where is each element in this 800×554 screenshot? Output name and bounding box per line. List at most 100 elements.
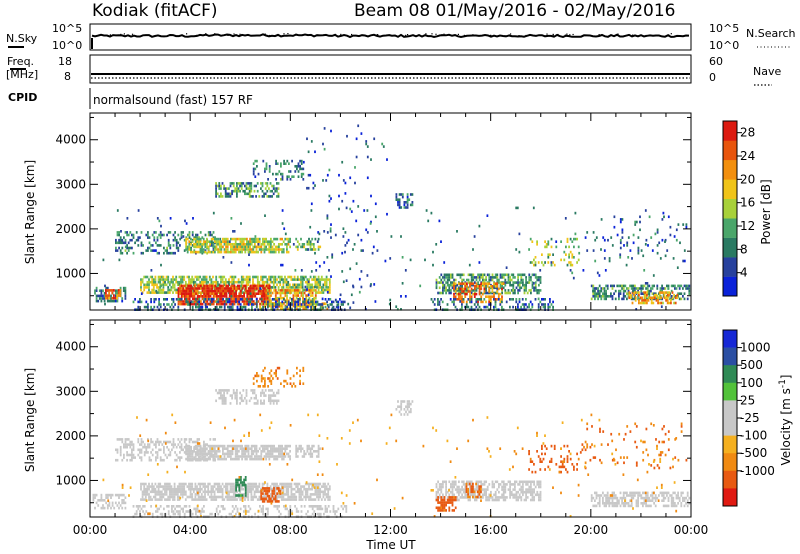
scatter-cell (290, 498, 293, 501)
scatter-cell (202, 450, 205, 453)
scatter-cell (217, 302, 220, 306)
scatter-cell (224, 487, 227, 491)
scatter-cell (603, 297, 606, 301)
scatter-cell (258, 195, 261, 198)
scatter-cell (264, 295, 266, 298)
scatter-cell (168, 485, 171, 488)
scatter-cell (665, 299, 667, 302)
scatter-cell (362, 249, 364, 252)
scatter-cell (314, 184, 316, 187)
scatter-cell (272, 485, 275, 488)
scatter-cell (650, 236, 653, 239)
scatter-cell (273, 487, 275, 490)
scatter-cell (159, 498, 162, 501)
scatter-cell (218, 195, 221, 198)
scatter-cell (161, 443, 164, 446)
scatter-cell (248, 289, 250, 293)
scatter-cell (274, 457, 277, 461)
scatter-cell (287, 240, 290, 243)
scatter-cell (170, 280, 173, 284)
scatter-cell (335, 305, 338, 309)
scatter-cell (496, 276, 499, 279)
scatter-cell (517, 305, 519, 309)
scatter-cell (185, 450, 187, 453)
scatter-cell (282, 278, 285, 281)
scatter-cell (284, 237, 287, 241)
scatter-cell (201, 287, 204, 290)
scatter-cell (309, 283, 312, 287)
scatter-cell (530, 276, 532, 279)
scatter-cell (352, 199, 355, 203)
scatter-cell (325, 495, 328, 499)
scatter-cell (95, 299, 98, 303)
scatter-cell (303, 243, 306, 246)
scatter-cell (220, 457, 223, 461)
scatter-cell (185, 237, 187, 241)
scatter-cell (201, 289, 204, 293)
scatter-cell (177, 289, 180, 293)
scatter-cell (260, 187, 262, 190)
scatter-cell (116, 289, 119, 292)
scatter-cell (140, 278, 142, 281)
scatter-cell (118, 233, 120, 237)
scatter-cell (137, 440, 140, 444)
scatter-cell (314, 498, 317, 501)
scatter-cell (175, 487, 178, 491)
scatter-cell (265, 492, 267, 495)
scatter-cell (265, 240, 267, 243)
scatter-cell (288, 482, 291, 486)
scatter-cell (180, 493, 182, 496)
scatter-cell (215, 182, 217, 185)
scatter-cell (179, 456, 181, 459)
scatter-cell (235, 295, 237, 298)
scatter-cell (507, 278, 510, 282)
scatter-cell (279, 294, 282, 297)
scatter-cell (222, 447, 224, 450)
scatter-cell (217, 240, 219, 243)
scatter-cell (637, 297, 639, 301)
scatter-cell (256, 165, 258, 168)
scatter-cell (274, 275, 277, 279)
scatter-cell (357, 124, 360, 128)
scatter-cell (307, 305, 309, 309)
scatter-cell (185, 245, 187, 249)
scatter-cell (611, 295, 614, 298)
scatter-cell (295, 495, 298, 499)
scatter-cell (208, 495, 211, 499)
scatter-cell (672, 257, 675, 260)
scatter-cell (245, 187, 248, 190)
scatter-cell (131, 443, 133, 446)
scatter-cell (603, 292, 606, 295)
scatter-cell (572, 276, 575, 280)
scatter-cell (193, 302, 196, 306)
scatter-cell (486, 305, 489, 309)
scatter-cell (355, 155, 358, 159)
scatter-cell (686, 287, 689, 290)
scatter-cell (459, 300, 462, 303)
scatter-cell (126, 246, 128, 250)
scatter-cell (132, 233, 135, 237)
scatter-cell (233, 284, 236, 288)
scatter-cell (294, 165, 297, 168)
scatter-cell (247, 490, 250, 494)
scatter-cell (285, 482, 288, 486)
scatter-cell (555, 240, 558, 243)
scatter-cell (263, 489, 266, 493)
scatter-cell (438, 286, 441, 290)
scatter-cell (190, 292, 193, 295)
scatter-cell (260, 497, 263, 501)
scatter-cell (143, 485, 146, 488)
scatter-cell (236, 490, 238, 494)
scatter-cell (265, 497, 267, 501)
scatter-cell (261, 497, 264, 501)
scatter-cell (435, 283, 438, 287)
scatter-cell (152, 278, 155, 281)
scatter-cell (674, 284, 676, 288)
scatter-cell (208, 284, 210, 288)
scatter-cell (273, 302, 276, 305)
scatter-cell (200, 284, 202, 288)
scatter-cell (242, 275, 245, 279)
scatter-cell (224, 287, 226, 290)
scatter-cell (514, 291, 516, 295)
scatter-cell (152, 487, 155, 491)
